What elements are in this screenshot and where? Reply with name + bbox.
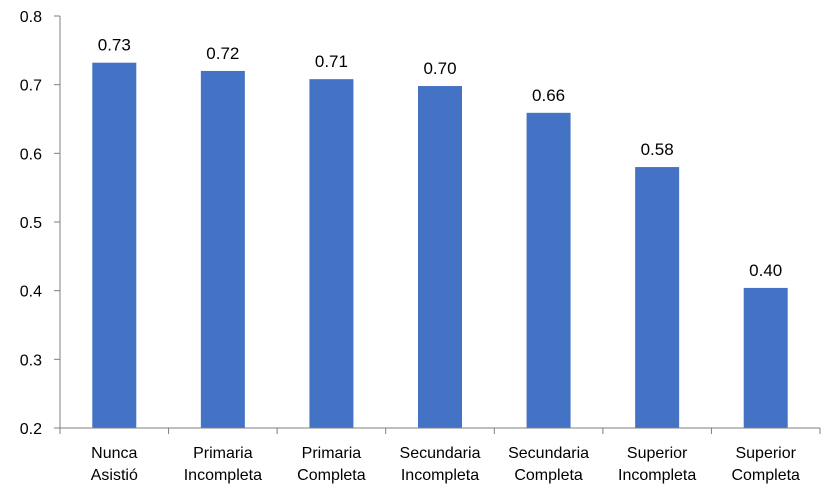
data-label: 0.72 [206,44,239,63]
y-tick-label: 0.6 [20,146,42,163]
data-label: 0.71 [315,52,348,71]
x-category-label: Superior [735,445,796,462]
x-category-label: Incompleta [184,467,262,484]
bar [418,86,462,428]
x-category-label: Completa [297,467,366,484]
y-axis: 0.2 0.3 0.4 0.5 0.6 0.7 0.8 [20,9,61,438]
x-category-label: Asistió [91,467,138,484]
bars: 0.73 0.72 0.71 0.70 0.66 0.58 0.40 [92,36,788,429]
x-category-label: Secundaria [508,445,589,462]
x-category-label: Completa [731,467,800,484]
y-tick-label: 0.5 [20,215,42,232]
bar [309,79,354,428]
x-category-label: Primaria [193,445,253,462]
x-category-label: Nunca [91,445,137,462]
data-label: 0.70 [423,59,456,78]
x-axis: Nunca Asistió Primaria Incompleta Primaria Co… [59,427,821,484]
data-label: 0.73 [98,36,131,55]
data-label: 0.58 [641,140,674,159]
x-category-label: Secundaria [400,445,481,462]
bar [743,287,788,428]
bar [526,112,571,428]
y-tick-label: 0.2 [20,421,42,438]
bar [92,62,137,429]
x-category-label: Completa [514,467,583,484]
x-category-label: Incompleta [618,467,696,484]
x-category-label: Primaria [302,445,362,462]
x-category-label: Superior [627,445,688,462]
y-tick-label: 0.8 [20,9,42,26]
y-tick-label: 0.7 [20,78,42,95]
y-tick-label: 0.4 [20,284,42,301]
bar [635,167,680,429]
x-category-label: Incompleta [401,467,479,484]
data-label: 0.40 [749,261,782,280]
y-tick-label: 0.3 [20,352,42,369]
data-label: 0.66 [532,86,565,105]
bar [200,70,245,428]
